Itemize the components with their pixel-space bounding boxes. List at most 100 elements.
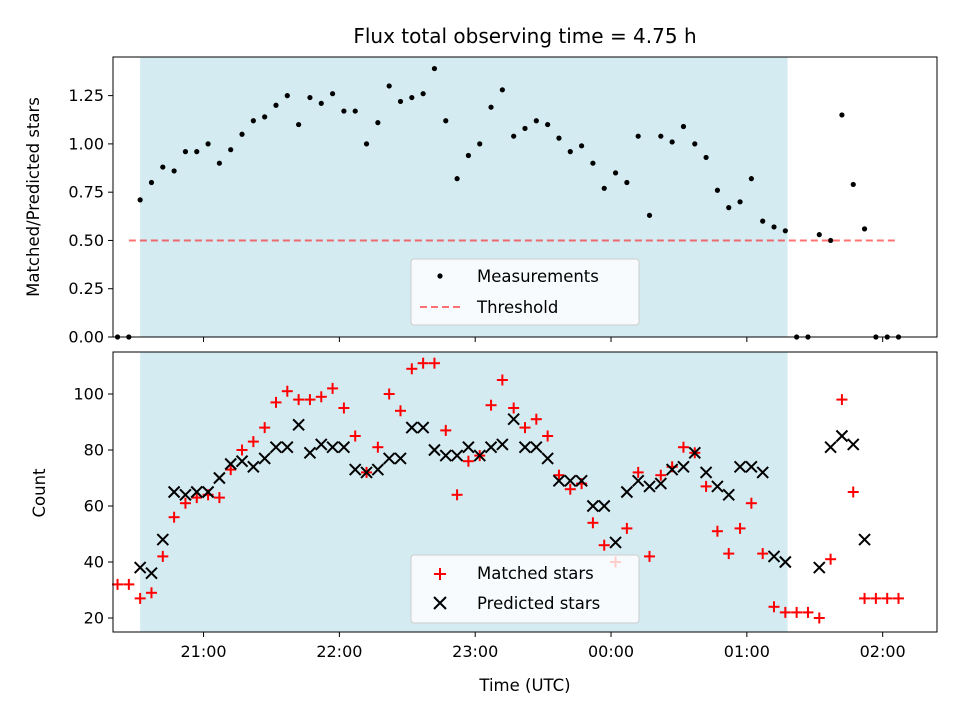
matched-star-point (157, 550, 169, 562)
measurement-point (635, 133, 641, 139)
matched-star-point (870, 592, 882, 604)
predicted-star-point (541, 452, 554, 465)
bot-ytick-label: 80 (84, 441, 104, 460)
predicted-star-point (518, 440, 532, 454)
measurement-point (737, 199, 743, 205)
top-ytick-label: 1.25 (68, 86, 104, 105)
matched-star-point (644, 550, 656, 562)
predicted-star-point (733, 460, 747, 474)
matched-star-point (677, 441, 689, 453)
predicted-star-point (462, 440, 475, 454)
bottom-xtick-label: 00:00 (588, 642, 634, 661)
predicted-x-b (462, 440, 475, 454)
bottom-marks (112, 357, 905, 624)
predicted-star-point (167, 485, 181, 499)
matched-star-point (881, 592, 893, 604)
predicted-x-b (247, 460, 260, 474)
measurement-point (160, 164, 166, 170)
predicted-star-point (428, 443, 441, 457)
predicted-x-b (303, 446, 317, 460)
predicted-x-b (699, 466, 713, 479)
matched-star-point (711, 525, 723, 537)
measurement-point (612, 170, 619, 176)
predicted-x-b (564, 474, 577, 488)
measurement-point (839, 112, 845, 118)
matched-star-point (847, 486, 859, 498)
predicted-x-b (179, 488, 192, 502)
predicted-x-b (167, 485, 181, 499)
measurement-point (714, 187, 721, 193)
measurement-point (545, 121, 551, 128)
bottom-xtick-label: 21:00 (180, 642, 226, 661)
bottom-y-ticks: 20 40 60 80 100 (73, 385, 113, 628)
bottom-axes-frame (112, 351, 938, 633)
predicted-star-point (416, 421, 430, 434)
bot-ytick-label: 20 (84, 609, 104, 628)
legend-matched-label: Matched stars (477, 564, 594, 583)
legend-threshold-label: Threshold (476, 298, 558, 317)
matched-star-point (802, 606, 814, 618)
predicted-star-point (824, 440, 837, 454)
predicted-x-b (711, 480, 724, 493)
predicted-star-point (315, 438, 328, 451)
predicted-star-point (767, 550, 781, 563)
matched-star-point (304, 394, 316, 406)
measurement-point (578, 143, 585, 149)
predicted-x-b (609, 536, 622, 549)
matched-star-point (349, 430, 361, 442)
measurement-point (454, 176, 460, 182)
predicted-x-b (337, 440, 351, 454)
measurement-point (431, 65, 438, 72)
measurement-point (590, 160, 596, 166)
measurement-point (533, 118, 539, 124)
matched-star-point (394, 405, 406, 417)
measurement-point (171, 168, 177, 174)
predicted-x-b (258, 452, 271, 465)
predicted-star-point (484, 440, 498, 454)
measurement-point (182, 149, 189, 155)
matched-star-point (428, 357, 440, 369)
measurement-point (477, 141, 483, 147)
predicted-star-point (575, 474, 588, 488)
predicted-x-b (360, 466, 373, 479)
predicted-star-point (552, 474, 566, 488)
predicted-star-point (620, 485, 634, 499)
predicted-x-b (315, 438, 328, 451)
matched-star-point (270, 396, 282, 408)
matched-star-point (723, 548, 735, 560)
predicted-star-point (360, 466, 373, 479)
matched-star-point (632, 466, 644, 478)
measurement-point (307, 94, 313, 101)
predicted-x-b (631, 474, 645, 488)
matched-star-point (542, 430, 554, 442)
predicted-x-b (586, 499, 600, 513)
bot-ytick-label: 60 (84, 497, 104, 516)
measurement-point (329, 91, 336, 97)
predicted-x-b (665, 463, 679, 476)
matched-star-point (451, 489, 463, 501)
measurement-point (726, 205, 732, 211)
matched-star-point (564, 483, 576, 495)
matched-star-point (417, 357, 429, 369)
measurement-point (409, 94, 415, 101)
predicted-star-point (496, 438, 509, 451)
predicted-star-point (133, 561, 147, 574)
measurement-point (194, 149, 200, 155)
predicted-x-b (371, 463, 385, 476)
measurement-point (148, 179, 155, 186)
predicted-star-point (235, 454, 249, 468)
predicted-star-point (292, 418, 305, 432)
predicted-star-point (247, 460, 260, 474)
legend-measurements-label: Measurements (477, 267, 599, 286)
predicted-x-b (733, 460, 747, 474)
predicted-star-point (439, 449, 452, 462)
matched-star-point (587, 517, 599, 529)
measurement-point (216, 160, 222, 166)
matched-star-point (213, 492, 225, 504)
predicted-star-point (281, 440, 294, 454)
measurement-point (420, 91, 426, 97)
top-ytick-label: 0.75 (68, 183, 104, 202)
matched-star-point (757, 548, 769, 560)
predicted-star-point (145, 566, 158, 580)
predicted-star-point (530, 440, 543, 454)
